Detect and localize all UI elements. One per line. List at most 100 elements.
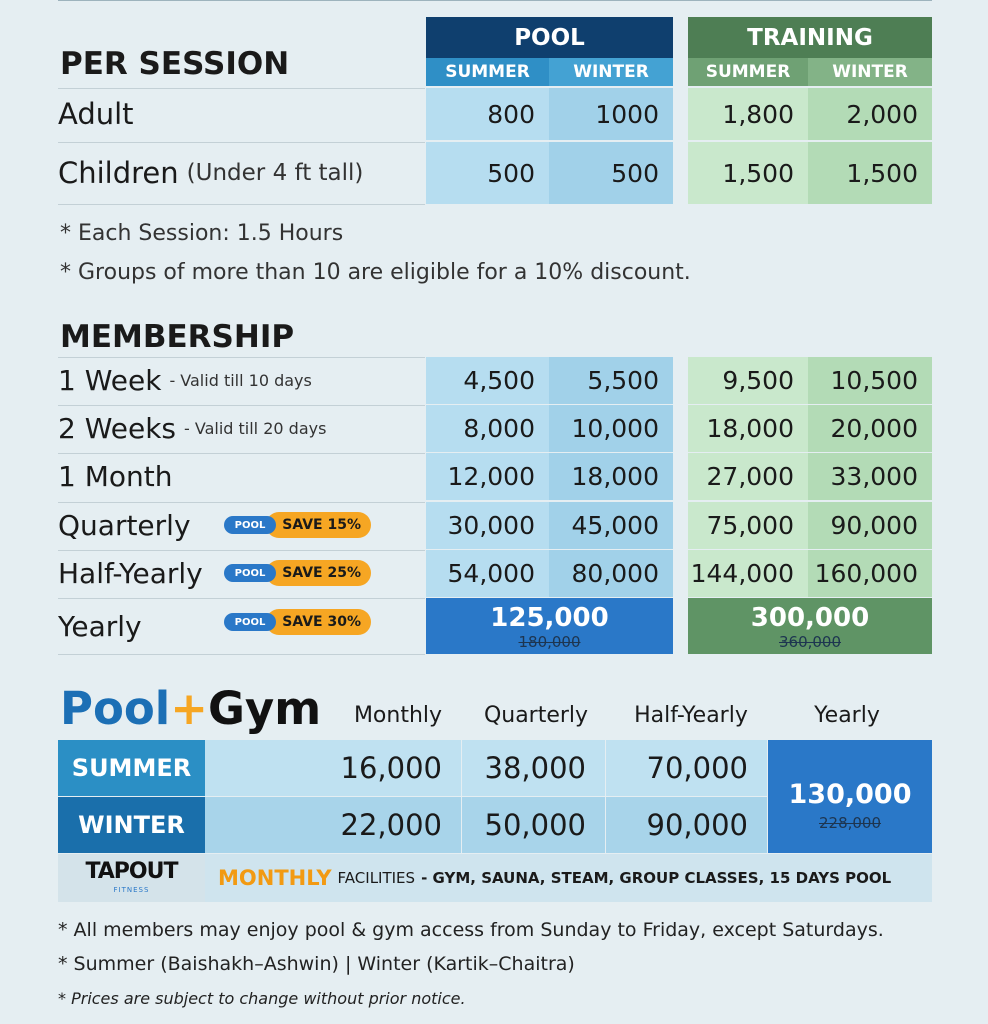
- facilities-text: FACILITIES: [337, 869, 416, 887]
- price-cell: [549, 453, 673, 501]
- price-cell: [426, 142, 549, 204]
- price: 500: [611, 158, 659, 188]
- price: 18,000: [571, 462, 659, 492]
- row-label: 1 Month: [58, 453, 418, 500]
- price: 9,500: [722, 366, 794, 395]
- label: Quarterly: [58, 508, 191, 542]
- price: 80,000: [571, 558, 659, 588]
- price: 12,000: [447, 462, 535, 492]
- price-cell: [462, 797, 605, 853]
- save-label: SAVE 30%: [282, 614, 361, 630]
- divider: [58, 357, 425, 358]
- facilities-cell: [205, 854, 932, 902]
- price: 90,000: [646, 808, 748, 842]
- group-label: POOL: [514, 24, 585, 51]
- row-label: 1 Week - Valid till 10 days: [58, 357, 418, 404]
- price: 5,500: [587, 366, 659, 395]
- column-header: [808, 58, 932, 86]
- price-cell: [606, 797, 767, 853]
- title-part: Gym: [207, 681, 322, 735]
- price: 800: [487, 99, 535, 129]
- price-cell: [549, 88, 673, 140]
- column-label: Quarterly: [483, 702, 589, 728]
- price-cell: [549, 357, 673, 404]
- label: Children: [58, 156, 179, 190]
- label: Half-Yearly: [58, 556, 203, 590]
- logo-cell: [58, 854, 205, 902]
- title-part: +: [170, 681, 208, 735]
- price-cell: [462, 740, 605, 796]
- row-label: Half-Yearly: [58, 550, 418, 597]
- price: 18,000: [706, 414, 794, 444]
- yearly-cell: [688, 598, 932, 654]
- note: * All members may enjoy pool & gym acces…: [58, 919, 884, 941]
- price: 20,000: [830, 414, 918, 444]
- logo: TAPOUT: [85, 858, 178, 884]
- price-cell: [549, 142, 673, 204]
- season-label: SUMMER: [71, 754, 192, 782]
- price-cell: [426, 453, 549, 501]
- yearly-price: 125,000: [490, 603, 609, 633]
- price-cell: [606, 740, 767, 796]
- column-label: Monthly: [353, 702, 443, 728]
- section-title: PER SESSION: [60, 46, 290, 82]
- column-header: [688, 58, 808, 86]
- divider: [58, 654, 425, 655]
- price: 75,000: [706, 510, 794, 540]
- price: 1000: [595, 99, 659, 129]
- label: Yearly: [58, 609, 142, 643]
- price: 54,000: [447, 558, 535, 588]
- save-label: SAVE 25%: [282, 565, 361, 582]
- pool-badge: [224, 613, 276, 631]
- facilities-detail: - GYM, SAUNA, STEAM, GROUP CLASSES, 15 D…: [421, 869, 892, 887]
- label: Adult: [58, 97, 134, 131]
- price-cell: [549, 501, 673, 549]
- price: 45,000: [571, 510, 659, 540]
- divider: [58, 598, 425, 599]
- pool-gym-title: Pool + Gym: [60, 680, 360, 736]
- season-label: WINTER: [78, 811, 185, 839]
- yearly-price: 130,000: [788, 778, 912, 810]
- season-cell: [58, 797, 205, 853]
- column-header: [549, 58, 673, 86]
- divider: [58, 88, 425, 89]
- row-label: Children (Under 4 ft tall): [58, 142, 418, 204]
- price: 1,500: [722, 158, 794, 188]
- price-cell: [426, 357, 549, 404]
- price-cell: [688, 405, 808, 453]
- pool-label: POOL: [234, 567, 266, 579]
- price-cell: [808, 357, 932, 404]
- pool-badge: [224, 516, 276, 535]
- yearly-price: 300,000: [750, 603, 870, 633]
- price: 1,800: [722, 99, 794, 129]
- price-cell: [808, 453, 932, 501]
- divider: [58, 453, 425, 455]
- price: 70,000: [646, 751, 748, 785]
- price-cell: [808, 549, 932, 597]
- price-cell: [426, 549, 549, 597]
- price: 160,000: [814, 558, 918, 588]
- price-cell: [549, 405, 673, 453]
- save-badge: [266, 560, 371, 587]
- pool-badge: [224, 564, 276, 583]
- original-price: 228,000: [818, 814, 882, 832]
- price-cell: [688, 357, 808, 404]
- price-cell: [549, 549, 673, 597]
- price-cell: [808, 405, 932, 453]
- price: 500: [487, 158, 535, 188]
- price-cell: [808, 88, 932, 140]
- sublabel: (Under 4 ft tall): [186, 160, 364, 186]
- column-label: WINTER: [832, 62, 908, 82]
- price-cell: [808, 142, 932, 204]
- divider: [58, 0, 932, 1]
- save-badge: [266, 512, 371, 539]
- price-cell: [426, 405, 549, 453]
- group-label: TRAINING: [747, 24, 873, 51]
- price: 4,500: [463, 366, 535, 395]
- save-badge: [266, 609, 371, 635]
- note: * Groups of more than 10 are eligible fo…: [60, 259, 691, 285]
- logo-sub: FITNESS: [113, 886, 150, 894]
- column-label: SUMMER: [705, 62, 791, 82]
- season-cell: [58, 740, 205, 796]
